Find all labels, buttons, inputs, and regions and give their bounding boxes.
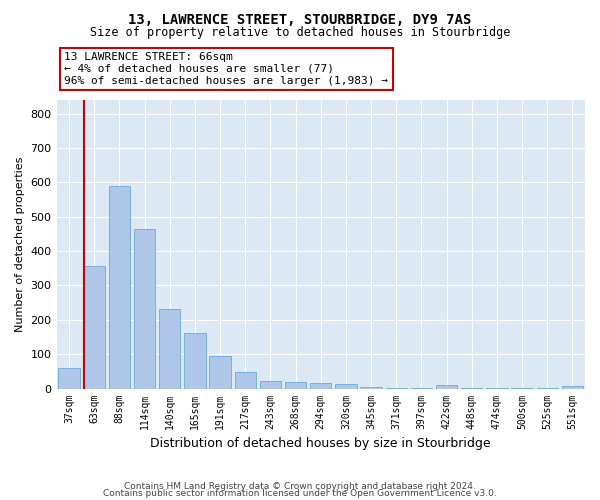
Bar [109, 186, 130, 388]
Bar [260, 380, 281, 388]
Bar [209, 356, 231, 388]
Bar [310, 383, 331, 388]
X-axis label: Distribution of detached houses by size in Stourbridge: Distribution of detached houses by size … [151, 437, 491, 450]
Bar [83, 266, 105, 388]
Text: Contains public sector information licensed under the Open Government Licence v3: Contains public sector information licen… [103, 490, 497, 498]
Bar [159, 309, 181, 388]
Bar [335, 384, 356, 388]
Bar [58, 368, 80, 388]
Bar [285, 382, 307, 388]
Bar [184, 333, 206, 388]
Y-axis label: Number of detached properties: Number of detached properties [15, 156, 25, 332]
Text: 13 LAWRENCE STREET: 66sqm
← 4% of detached houses are smaller (77)
96% of semi-d: 13 LAWRENCE STREET: 66sqm ← 4% of detach… [64, 52, 388, 86]
Bar [235, 372, 256, 388]
Text: 13, LAWRENCE STREET, STOURBRIDGE, DY9 7AS: 13, LAWRENCE STREET, STOURBRIDGE, DY9 7A… [128, 12, 472, 26]
Bar [134, 229, 155, 388]
Text: Contains HM Land Registry data © Crown copyright and database right 2024.: Contains HM Land Registry data © Crown c… [124, 482, 476, 491]
Text: Size of property relative to detached houses in Stourbridge: Size of property relative to detached ho… [90, 26, 510, 39]
Bar [361, 387, 382, 388]
Bar [436, 385, 457, 388]
Bar [562, 386, 583, 388]
